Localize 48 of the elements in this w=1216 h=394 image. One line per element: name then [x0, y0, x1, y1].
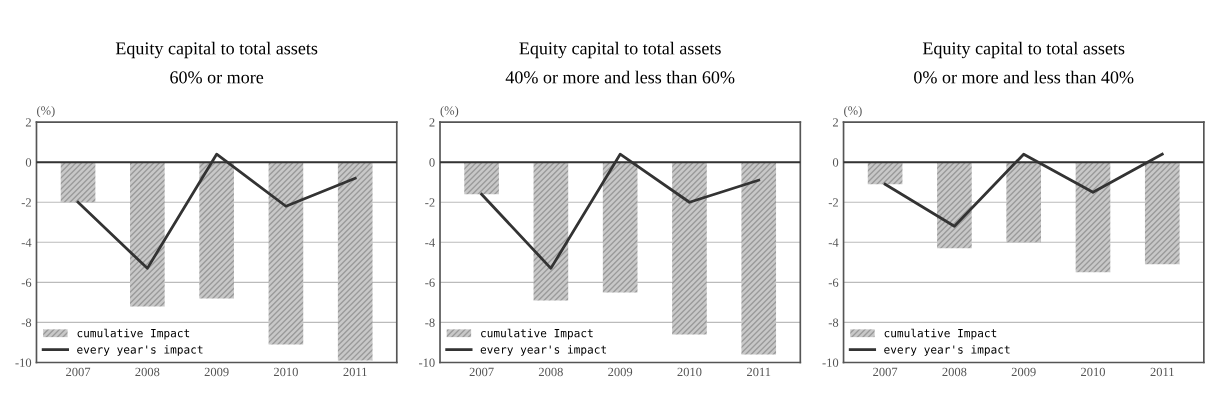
y-tick-label: 2	[832, 118, 838, 127]
y-tick-label: -6	[21, 278, 32, 287]
x-tick-label: 2007	[873, 367, 898, 377]
legend-label: cumulative Impact	[884, 328, 997, 340]
y-tick-label: -4	[425, 238, 435, 247]
y-tick-label: 0	[429, 158, 435, 167]
x-tick-label: 2008	[538, 367, 563, 377]
y-tick-label: 0	[25, 158, 32, 167]
y-tick-label: -10	[822, 358, 839, 367]
y-tick-label: 2	[25, 118, 31, 127]
y-axis-title: (%)	[844, 106, 862, 118]
y-axis-title: (%)	[37, 106, 55, 118]
x-tick-label: 2009	[204, 367, 229, 377]
x-tick-label: 2008	[942, 367, 967, 377]
y-tick-label: -8	[425, 318, 435, 327]
legend-label: cumulative Impact	[481, 328, 593, 340]
y-axis-title: (%)	[440, 106, 459, 118]
x-tick-label: 2008	[135, 367, 160, 377]
x-tick-label: 2011	[1150, 367, 1174, 377]
x-tick-label: 2011	[343, 367, 367, 377]
y-tick-label: 2	[429, 118, 435, 127]
y-tick-label: -8	[21, 318, 32, 327]
legend-label: every year's impact	[480, 345, 607, 356]
x-tick-label: 2009	[608, 367, 633, 377]
x-tick-label: 2007	[66, 367, 91, 377]
chart-title: Equity capital to total assets 0% or more and less than 40%	[914, 41, 1134, 84]
x-tick-label: 2007	[469, 367, 494, 377]
legend-label: every year's impact	[884, 345, 1010, 356]
legend-label: cumulative Impact	[77, 328, 190, 340]
chart-title: Equity capital to total assets 40% or more and less than 60%	[505, 41, 735, 84]
y-tick-label: -2	[21, 198, 31, 207]
x-tick-label: 2010	[1081, 367, 1105, 377]
y-tick-label: -2	[828, 198, 838, 207]
x-tick-label: 2009	[1011, 367, 1036, 377]
y-tick-label: -6	[828, 278, 839, 287]
y-tick-label: -10	[418, 358, 435, 367]
y-tick-label: -8	[828, 318, 839, 327]
legend-label: every year's impact	[77, 345, 203, 356]
x-tick-label: 2010	[273, 367, 298, 377]
x-tick-label: 2010	[677, 367, 702, 377]
y-tick-label: -4	[828, 238, 839, 247]
chart-title: Equity capital to total assets 60% or more	[115, 41, 318, 84]
y-tick-label: 0	[832, 158, 839, 167]
y-tick-label: -6	[425, 278, 435, 287]
y-tick-label: -2	[425, 198, 435, 207]
x-tick-label: 2011	[747, 367, 771, 377]
y-tick-label: -10	[15, 358, 32, 367]
y-tick-label: -4	[21, 238, 32, 247]
